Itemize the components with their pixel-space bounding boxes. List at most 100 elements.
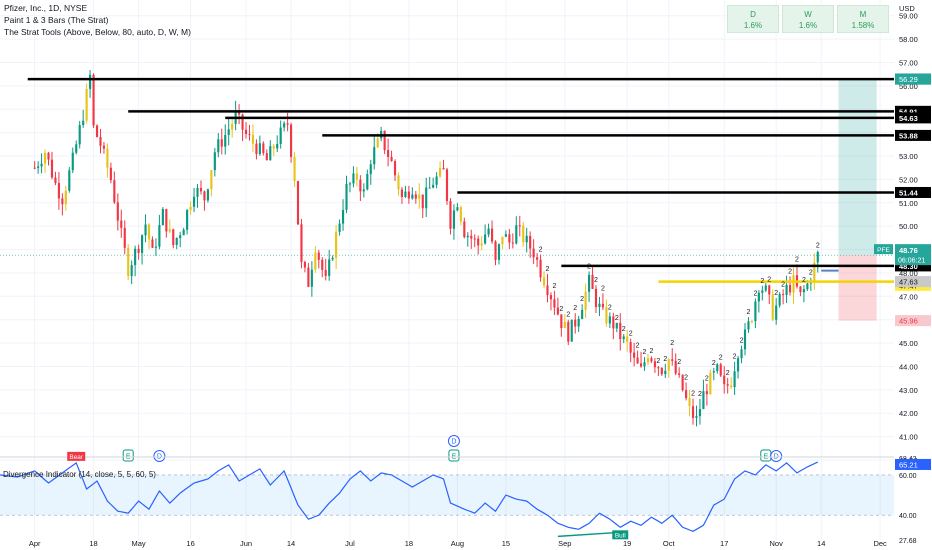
level-label: 51.44 (899, 188, 919, 197)
candle-body (172, 229, 175, 245)
candle-body (515, 225, 518, 244)
price-tick: 43.00 (899, 386, 918, 395)
candle-body (47, 152, 50, 160)
candle-body (584, 291, 587, 310)
strat-2-label: 2 (781, 281, 785, 288)
candle-body (411, 194, 414, 199)
candle-body (127, 247, 130, 277)
level-label-bg (895, 129, 931, 141)
candle-body (432, 184, 435, 188)
candle-body (227, 129, 230, 135)
oscillator-title[interactable]: Divergence Indicator (14, close, 5, 5, 6… (3, 470, 156, 479)
price-axis[interactable]: USD59.0058.0057.0056.0055.0054.0053.0052… (874, 0, 932, 550)
candle-body (352, 173, 355, 184)
time-tick: Nov (770, 539, 784, 548)
bull-label: Bull (615, 532, 626, 539)
candle-body (300, 224, 303, 262)
price-axis-bg (894, 0, 932, 550)
candle-body (262, 143, 265, 154)
candle-body (147, 224, 151, 240)
price-tick: 44.00 (899, 362, 918, 371)
oscillator-current-bg (895, 458, 931, 470)
candle-body (553, 299, 556, 308)
candle-body (335, 231, 338, 258)
strat-2-label: 2 (573, 305, 577, 312)
candle-body (678, 373, 681, 375)
candle-body (771, 294, 774, 320)
candle-body (154, 246, 158, 248)
candle-body (799, 286, 802, 293)
candle-body (615, 322, 618, 329)
candle-body (307, 267, 310, 287)
candle-body (407, 191, 410, 199)
price-tick: 56.00 (899, 82, 918, 91)
symbol-badge: PFE (877, 247, 890, 254)
timeframe-box-w: W 1.6% (782, 5, 834, 33)
indicator-legend-paint-bars[interactable]: Paint 1 & 3 Bars (The Strat) (4, 15, 109, 25)
time-axis[interactable]: Apr 18 May 16 Jun 14 Jul 18 Aug 15 Sep 19 Oct 17 Nov 14… (29, 539, 887, 548)
candle-body (383, 130, 386, 151)
level-label: 48.30 (899, 262, 918, 271)
candle-body (400, 189, 404, 197)
candle-body (283, 123, 286, 128)
candle-body (376, 138, 379, 148)
candle-body (397, 175, 400, 190)
strat-2-label: 2 (795, 256, 799, 263)
candle-body (639, 363, 643, 367)
strat-2-label: 2 (546, 266, 550, 273)
candle-body (314, 252, 317, 270)
candle-body (546, 285, 549, 296)
strat-2-label: 2 (539, 247, 543, 254)
strat-2-label: 2 (760, 278, 764, 285)
candle-body (577, 318, 580, 327)
candle-body (203, 191, 206, 201)
strat-2-label: 2 (629, 331, 633, 338)
price-tick: 48.00 (899, 269, 918, 278)
time-tick: Aug (451, 539, 464, 548)
candle-body (158, 225, 161, 247)
candle-body (425, 187, 428, 209)
candle-body (348, 183, 352, 185)
candle-body (276, 144, 279, 149)
countdown-label: 06:06:21 (898, 258, 925, 265)
level-label-bg (895, 260, 931, 272)
candle-body (768, 285, 771, 295)
candle-body (581, 309, 584, 319)
dividend-marker-label: D (451, 439, 456, 446)
candle-body (248, 134, 251, 136)
candle-body (265, 153, 268, 161)
candle-body (463, 221, 466, 238)
candle-body (792, 275, 795, 293)
event-markers[interactable]: E DDE E D (122, 435, 783, 462)
bull-divergence-line (557, 531, 621, 538)
candle-body (106, 148, 109, 168)
candle-body (511, 242, 514, 244)
strat-2-label: 2 (802, 277, 806, 284)
candle-body (414, 194, 417, 199)
candle-body (490, 228, 494, 242)
candle-body (89, 74, 92, 89)
candle-body (116, 202, 119, 221)
candle-body (43, 152, 47, 164)
price-tick: 53.00 (899, 152, 918, 161)
oscillator-band (0, 474, 894, 516)
candle-body (289, 124, 293, 157)
strat-2-label: 2 (740, 338, 744, 345)
time-tick: Apr (29, 539, 41, 548)
candle-body (428, 187, 431, 189)
indicator-legend-strat-tools[interactable]: The Strat Tools (Above, Below, 80, auto,… (4, 27, 191, 37)
candle-body (286, 123, 289, 125)
timeframe-label: D (750, 10, 756, 19)
candle-body (650, 358, 653, 362)
candle-body (199, 187, 203, 192)
candle-body (217, 139, 220, 153)
candle-body (366, 174, 369, 190)
candle-body (664, 370, 667, 375)
candle-body (258, 143, 261, 154)
price-tick: 42.00 (899, 409, 918, 418)
candles (33, 70, 819, 427)
oscillator-tick: 40.00 (899, 513, 917, 520)
strat-2-label: 2 (774, 290, 778, 297)
